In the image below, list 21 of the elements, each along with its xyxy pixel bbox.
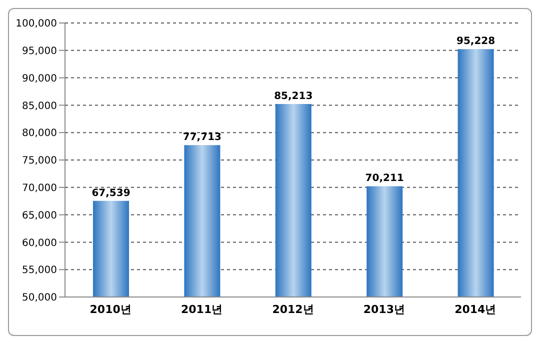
data-label: 67,539 [92, 188, 130, 199]
x-tick-label: 2010년 [90, 302, 132, 316]
data-label: 70,211 [365, 173, 404, 184]
x-tick-label: 2012년 [272, 302, 314, 316]
x-tick-label: 2013년 [363, 302, 406, 316]
x-tick-label: 2014년 [454, 302, 496, 316]
y-tick-label: 60,000 [22, 238, 57, 249]
y-tick-label: 55,000 [22, 265, 57, 276]
y-tick-label: 95,000 [22, 46, 57, 57]
y-tick-label: 90,000 [22, 73, 57, 84]
y-tick-label: 80,000 [22, 128, 57, 140]
y-tick-label: 75,000 [22, 156, 57, 167]
data-label: 77,713 [182, 132, 222, 144]
y-tick-label: 85,000 [22, 100, 57, 112]
y-tick-label: 65,000 [22, 210, 57, 222]
y-tick-label: 70,000 [22, 182, 57, 194]
data-label: 95,228 [456, 36, 496, 48]
data-label: 85,213 [274, 91, 313, 102]
y-tick-label: 100,000 [16, 18, 57, 30]
x-tick-label: 2011년 [180, 302, 223, 316]
y-tick-label: 50,000 [22, 292, 57, 304]
